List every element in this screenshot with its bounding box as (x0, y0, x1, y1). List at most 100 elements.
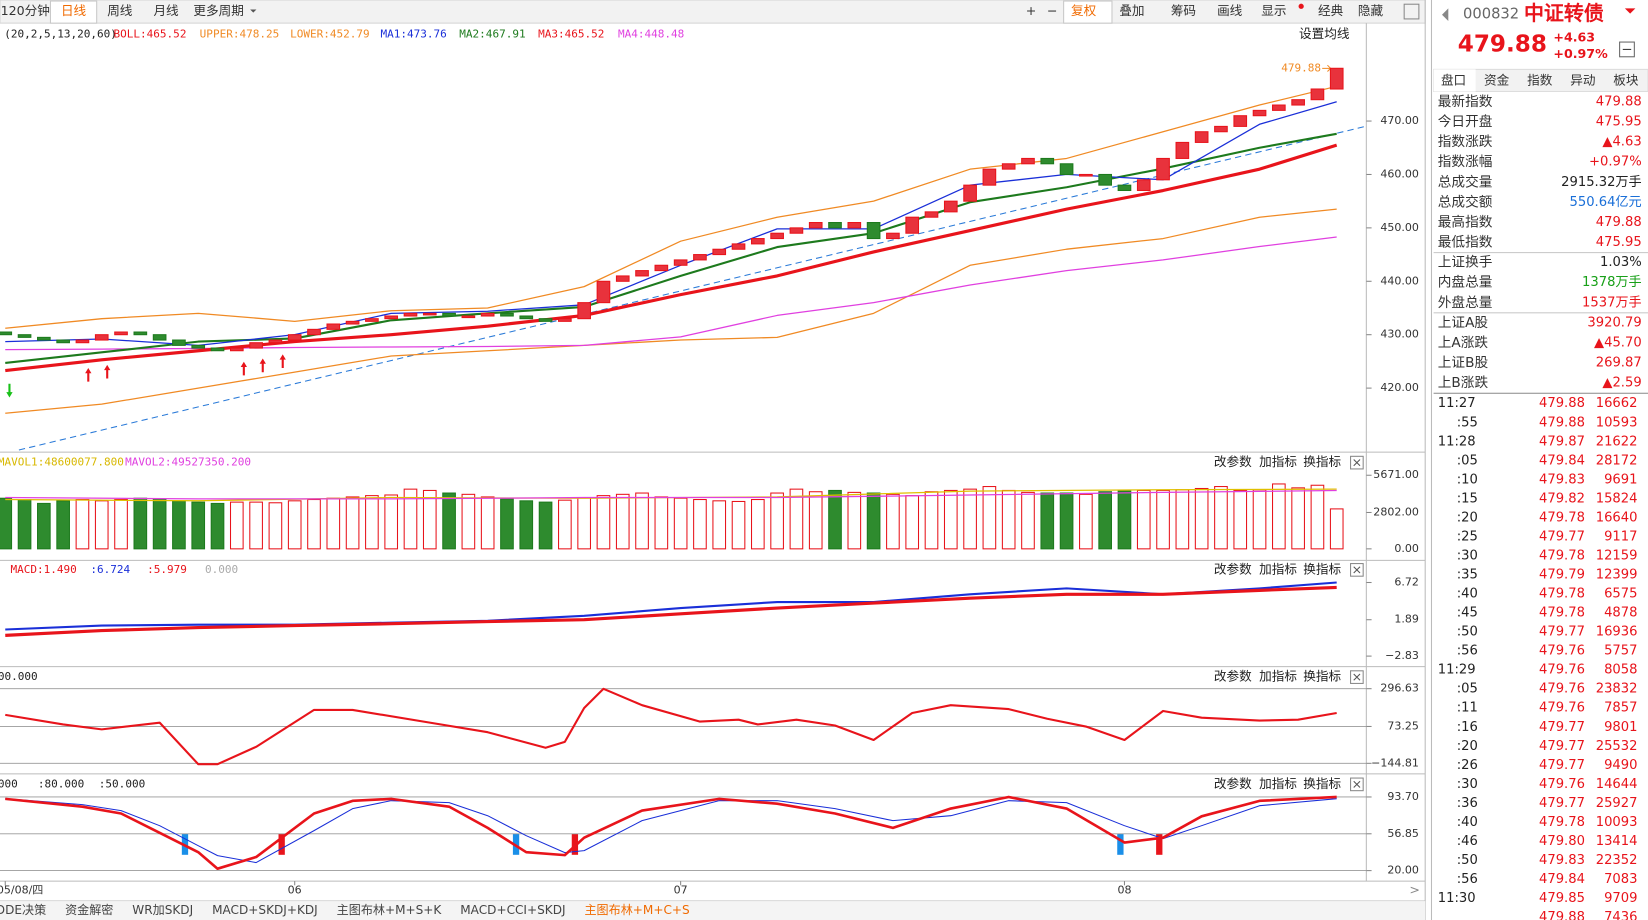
panel-button[interactable]: 加指标 (1259, 669, 1297, 684)
bottom-tab[interactable]: 资金解密 (65, 902, 113, 917)
button[interactable]: 复权 (1071, 3, 1097, 18)
y-tick-label: 460.00 (1380, 167, 1419, 180)
tick-price: 479.79 (1539, 568, 1585, 583)
row-value: 475.95 (1596, 115, 1642, 130)
legend: BOLL:465.52 (114, 28, 187, 41)
tick-price: 479.82 (1539, 491, 1585, 506)
candle (403, 312, 418, 317)
panel-button[interactable]: 加指标 (1259, 776, 1297, 791)
volume-bar (133, 497, 148, 550)
volume-bar (615, 493, 630, 550)
volume-bar (1117, 490, 1132, 550)
candle (538, 318, 553, 322)
legend: 00.000 (0, 670, 38, 683)
candle (577, 302, 591, 320)
scroll-arrow[interactable]: > (1409, 882, 1420, 897)
y-tick-label: 420.00 (1380, 381, 1419, 394)
candle (943, 200, 958, 213)
bottom-tab[interactable]: 主图布林+M+S+K (337, 903, 443, 917)
panel-button[interactable]: 加指标 (1259, 561, 1297, 576)
button[interactable]: 筹码 (1171, 3, 1196, 18)
y-tick-label: 6.72 (1394, 576, 1419, 589)
quote-tab[interactable]: 指数 (1527, 72, 1553, 87)
tick-volume: 15824 (1596, 491, 1638, 506)
tick-price: 479.76 (1539, 644, 1585, 659)
panel-button[interactable]: 改参数 (1214, 669, 1252, 684)
candle (673, 259, 688, 266)
legend: :5.979 (147, 563, 187, 576)
bottom-tab[interactable]: WR加SKDJ (132, 903, 193, 917)
tab[interactable]: 周线 (107, 3, 133, 18)
panel-button[interactable]: 换指标 (1303, 669, 1341, 684)
icon[interactable] (1403, 3, 1420, 20)
bottom-tab[interactable]: MACD+SKDJ+KDJ (212, 903, 318, 917)
panel-button[interactable]: 改参数 (1214, 561, 1252, 576)
tab[interactable]: 120分钟 (1, 3, 50, 18)
button[interactable]: 隐藏 (1358, 3, 1384, 18)
tab[interactable]: 月线 (153, 3, 179, 18)
tick-volume: 10593 (1596, 415, 1638, 430)
volume-bar (210, 502, 225, 550)
tick-time: :25 (1457, 529, 1478, 544)
indicator-line (5, 132, 1337, 364)
volume-bar (480, 496, 495, 550)
quote-tab[interactable]: 资金 (1484, 72, 1510, 87)
y-tick-label: 2802.00 (1373, 505, 1419, 518)
volume-bar (1329, 508, 1344, 550)
legend: 0.000 (205, 563, 238, 576)
candle (770, 232, 784, 240)
tick-time: :05 (1457, 682, 1478, 697)
quote-tab[interactable]: 板块 (1613, 72, 1639, 87)
volume-bar (345, 496, 360, 550)
row-label: 上证B股 (1438, 355, 1489, 371)
row-value: ▲4.63 (1602, 135, 1641, 150)
bottom-tab[interactable]: MACD+CCI+SKDJ (460, 903, 565, 917)
candle (1310, 88, 1325, 101)
volume-bar (1214, 486, 1228, 550)
panel-button[interactable]: 换指标 (1303, 776, 1341, 791)
panel-button[interactable]: 换指标 (1303, 454, 1341, 469)
volume-bar (307, 499, 321, 550)
tick-price: 479.78 (1539, 815, 1585, 830)
button[interactable]: 显示 (1261, 3, 1286, 18)
tab[interactable]: 日线 (61, 3, 87, 18)
back-icon[interactable] (1442, 8, 1449, 22)
tick-time: :30 (1457, 777, 1478, 792)
tab[interactable]: 更多周期 (193, 3, 243, 18)
candle (963, 184, 977, 202)
candle (731, 243, 746, 250)
candle (422, 312, 437, 316)
panel-button[interactable]: 改参数 (1214, 454, 1252, 469)
bottom-tab[interactable]: 主图布林+M+C+S (584, 903, 689, 917)
button[interactable]: 画线 (1217, 3, 1243, 18)
button[interactable]: + (1026, 3, 1037, 18)
panel-button[interactable]: 加指标 (1259, 454, 1297, 469)
active-button (1063, 0, 1113, 24)
candle (1214, 125, 1228, 133)
volume-bar (770, 492, 784, 550)
volume-bar (37, 502, 51, 550)
tick-volume: 12399 (1596, 568, 1638, 583)
volume-bar (365, 495, 379, 550)
close-icon (1353, 673, 1361, 681)
close-icon (1353, 459, 1361, 467)
quote-tab[interactable]: 盘口 (1441, 72, 1466, 87)
button[interactable]: 经典 (1318, 3, 1344, 18)
button[interactable]: − (1047, 3, 1058, 18)
legend: :50.000 (99, 777, 145, 790)
candle (442, 312, 456, 317)
row-label: 最高指数 (1438, 213, 1493, 230)
settings-button[interactable]: 设置均线 (1299, 26, 1350, 41)
quote-tab[interactable]: 异动 (1570, 72, 1595, 87)
panel-button[interactable]: 改参数 (1214, 776, 1252, 791)
panel-button[interactable]: 换指标 (1303, 561, 1341, 576)
candle (1001, 163, 1016, 170)
volume-bar (442, 492, 456, 550)
tick-volume: 7436 (1604, 910, 1637, 920)
indicator-line (5, 798, 1337, 864)
indicator-line (5, 585, 1337, 637)
bottom-tab[interactable]: DDE决策 (0, 903, 46, 917)
candle (480, 312, 495, 317)
volume-bar (789, 488, 804, 550)
button[interactable]: 叠加 (1119, 3, 1144, 18)
